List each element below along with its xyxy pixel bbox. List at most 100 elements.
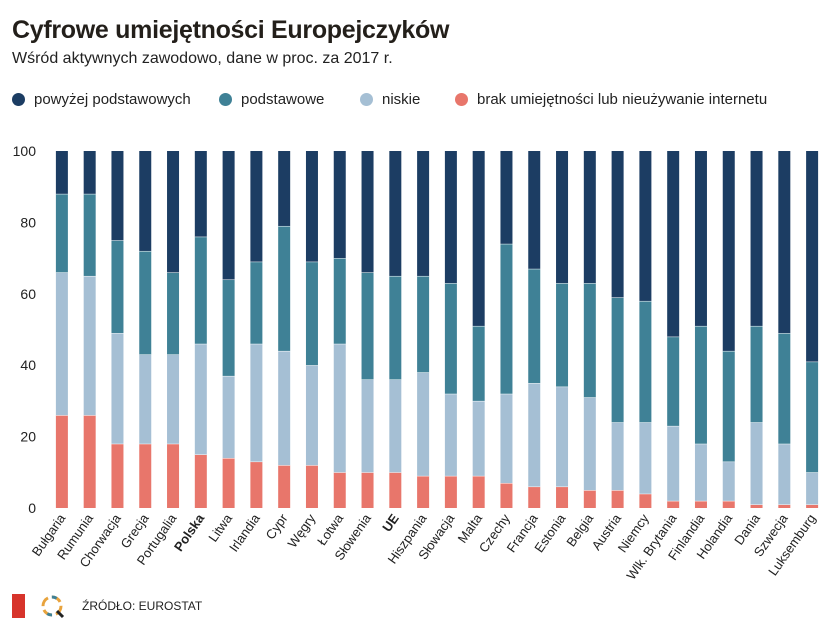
x-tick-label: Polska: [171, 510, 208, 554]
bar-segment: [806, 361, 819, 473]
bar-segment: [722, 350, 735, 462]
bar-segment: [417, 475, 430, 508]
bar-segment: [722, 500, 735, 508]
bar-segment: [778, 504, 791, 508]
bar-separator: [139, 250, 152, 252]
bar-segment: [444, 475, 457, 508]
bar-segment: [333, 151, 346, 259]
bar-segment: [750, 504, 763, 508]
bar-segment: [111, 240, 124, 334]
bar-segment: [83, 151, 96, 194]
legend-swatch-none: [455, 93, 468, 106]
bar-segment: [611, 490, 624, 508]
legend-swatch-basic: [219, 93, 232, 106]
bar-segment: [194, 343, 207, 455]
bar-segment: [583, 283, 596, 398]
bar-segment: [389, 275, 402, 380]
source-note: ŹRÓDŁO: EUROSTAT: [82, 599, 203, 613]
bar-segment: [694, 500, 707, 508]
bar-segment: [778, 443, 791, 505]
legend: powyżej podstawowych podstawowe niskie b…: [12, 91, 827, 113]
legend-item-none: brak umiejętności lub nieużywanie intern…: [455, 91, 767, 108]
bar-segment: [444, 151, 457, 284]
bar-segment: [250, 343, 263, 462]
bar-segment: [417, 151, 430, 276]
legend-label-low: niskie: [382, 91, 421, 108]
y-tick-label: 0: [28, 500, 36, 516]
legend-swatch-above-basic: [12, 93, 25, 106]
bar-segment: [583, 397, 596, 491]
bar-separator: [305, 261, 318, 263]
legend-label-none: brak umiejętności lub nieużywanie intern…: [477, 91, 768, 108]
bar-segment: [500, 243, 513, 394]
bar-segment: [361, 272, 374, 380]
bar-segment: [222, 458, 235, 508]
bar-segment: [556, 151, 569, 284]
y-tick-label: 80: [20, 214, 36, 230]
bar-segment: [278, 465, 291, 508]
x-tick-label: Irlandia: [226, 510, 263, 554]
bar-segment: [417, 372, 430, 476]
bar-segment: [750, 325, 763, 423]
bar-segment: [528, 383, 541, 487]
bar-segment: [750, 422, 763, 505]
bar-segment: [111, 151, 124, 241]
bar-segment: [417, 275, 430, 373]
bar-segment: [806, 151, 819, 362]
bar-segment: [778, 333, 791, 444]
bar-segment: [639, 422, 652, 494]
bar-segment: [556, 486, 569, 508]
bar-segment: [472, 325, 485, 401]
bar-segment: [167, 354, 180, 444]
bar-segment: [556, 283, 569, 387]
bar-segment: [139, 443, 152, 508]
bar-segment: [83, 415, 96, 508]
bar-segment: [111, 443, 124, 508]
bar-segment: [250, 461, 263, 508]
bar-segment: [278, 151, 291, 226]
bar-segment: [361, 379, 374, 473]
bar-segment: [194, 151, 207, 237]
bar-segment: [222, 279, 235, 376]
bar-segment: [305, 261, 318, 366]
bar-segment: [806, 504, 819, 508]
legend-label-basic: podstawowe: [241, 91, 325, 108]
bar-segment: [55, 272, 68, 416]
bar-segment: [639, 300, 652, 423]
bar-segment: [250, 261, 263, 344]
bar-segment: [667, 500, 680, 508]
bar-segment: [333, 258, 346, 344]
bar-segment: [333, 472, 346, 508]
bar-segment: [139, 250, 152, 355]
bar-segment: [639, 151, 652, 301]
legend-swatch-low: [360, 93, 373, 106]
chart-subtitle: Wśród aktywnych zawodowo, dane w proc. z…: [12, 50, 393, 67]
bar-segment: [694, 443, 707, 501]
bar-segment: [55, 151, 68, 194]
bar-segment: [472, 475, 485, 508]
bar-segment: [333, 343, 346, 473]
bar-segment: [167, 151, 180, 273]
x-tick-label: Węgry: [285, 511, 319, 551]
bar-segment: [361, 151, 374, 273]
bar-segment: [222, 151, 235, 280]
bar-segment: [139, 354, 152, 444]
bar-segment: [639, 493, 652, 508]
bar-segment: [750, 151, 763, 326]
bar-segment: [389, 379, 402, 473]
bar-segment: [472, 400, 485, 476]
bar-segment: [500, 483, 513, 508]
bar-segment: [167, 443, 180, 508]
bar-segment: [83, 275, 96, 416]
bar-segment: [528, 151, 541, 269]
bar-segment: [83, 193, 96, 276]
bar-segment: [55, 193, 68, 273]
bar-segment: [528, 486, 541, 508]
bar-segment: [583, 490, 596, 508]
bar-segment: [667, 151, 680, 337]
bar-segment: [305, 151, 318, 262]
legend-item-low: niskie: [360, 91, 420, 108]
bar-segment: [556, 386, 569, 487]
bar-segment: [667, 425, 680, 501]
bar-segment: [167, 272, 180, 355]
